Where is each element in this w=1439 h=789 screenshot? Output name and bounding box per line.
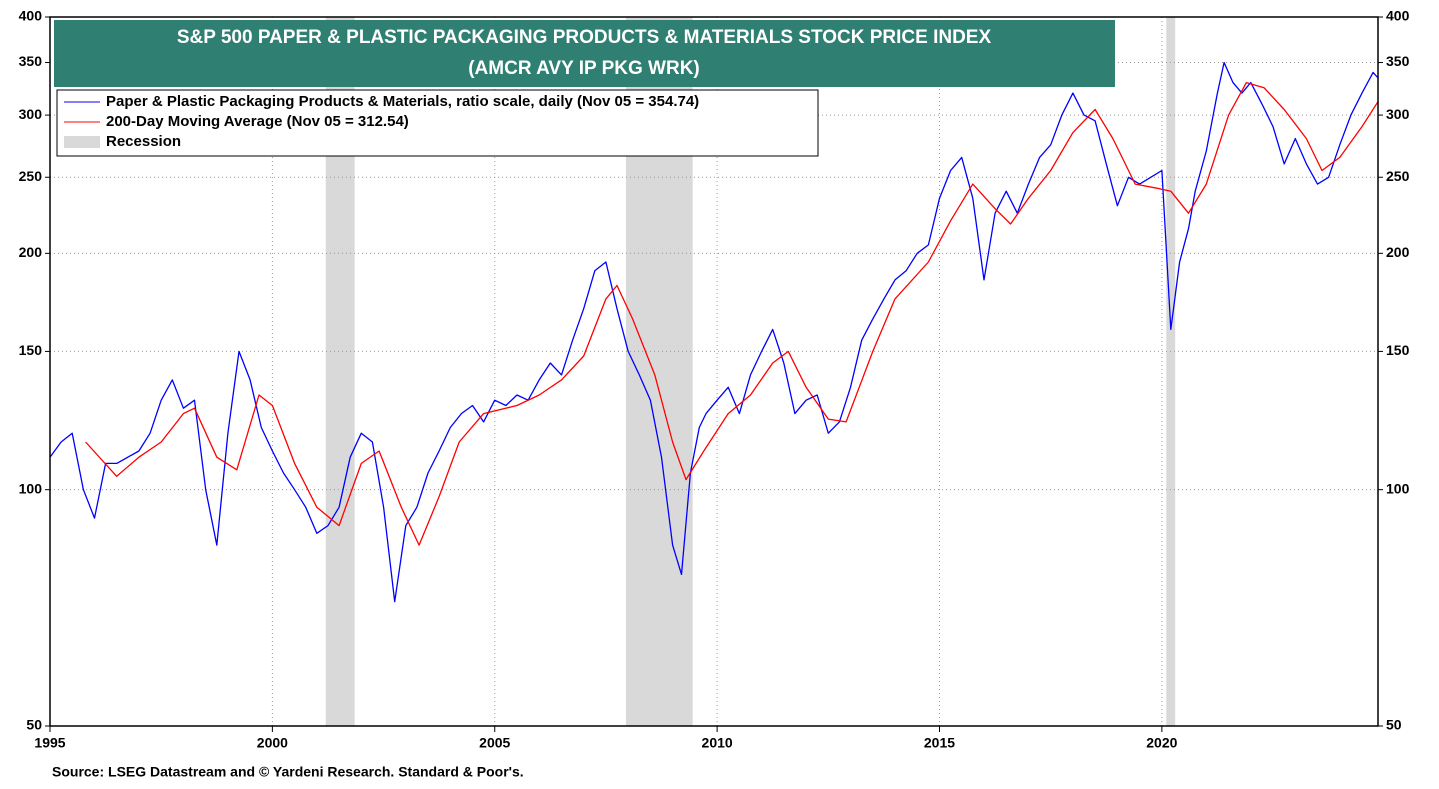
legend-swatch <box>64 136 100 148</box>
recession-band <box>1166 17 1176 726</box>
x-tick-label: 2005 <box>479 735 510 751</box>
y-tick-label: 350 <box>19 53 43 69</box>
y2-tick-label: 150 <box>1386 342 1410 358</box>
title-box <box>54 20 1115 87</box>
plot-frame <box>49 16 1379 727</box>
series-line <box>49 61 1379 603</box>
source-note: Source: LSEG Datastream and © Yardeni Re… <box>52 764 524 780</box>
legend-label: Recession <box>106 133 181 150</box>
x-tick-label: 2015 <box>924 735 955 751</box>
y-tick-label: 200 <box>19 244 43 260</box>
y-tick-label: 250 <box>19 168 43 184</box>
y2-tick-label: 100 <box>1386 480 1410 496</box>
y-tick-label: 150 <box>19 342 43 358</box>
y2-tick-label: 200 <box>1386 244 1410 260</box>
y2-tick-label: 250 <box>1386 168 1410 184</box>
chart-subtitle: (AMCR AVY IP PKG WRK) <box>468 58 700 79</box>
legend-label: Paper & Plastic Packaging Products & Mat… <box>106 93 699 110</box>
y2-tick-label: 350 <box>1386 53 1410 69</box>
legend-label: 200-Day Moving Average (Nov 05 = 312.54) <box>106 113 409 130</box>
chart-title: S&P 500 PAPER & PLASTIC PACKAGING PRODUC… <box>177 27 992 48</box>
y2-tick-label: 400 <box>1386 8 1410 24</box>
x-tick-label: 2010 <box>702 735 733 751</box>
y-tick-label: 50 <box>26 717 42 733</box>
y2-tick-label: 50 <box>1386 717 1402 733</box>
legend-box <box>56 89 819 157</box>
series-line <box>85 81 1379 546</box>
x-tick-label: 1995 <box>34 735 65 751</box>
y-tick-label: 100 <box>19 480 43 496</box>
x-tick-label: 2020 <box>1146 735 1177 751</box>
y2-tick-label: 300 <box>1386 106 1410 122</box>
y-tick-label: 300 <box>19 106 43 122</box>
x-tick-label: 2000 <box>257 735 288 751</box>
y-tick-label: 400 <box>19 8 43 24</box>
